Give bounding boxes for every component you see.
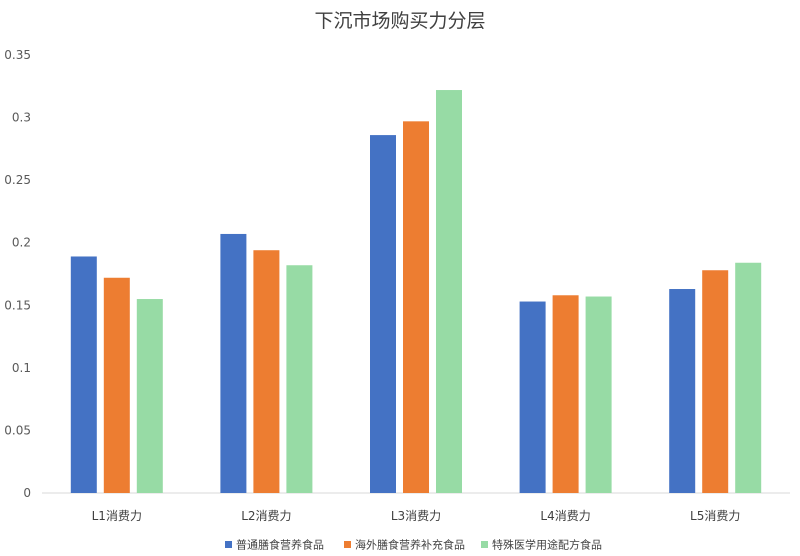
y-tick-label: 0.05	[4, 423, 31, 437]
bar	[585, 296, 612, 493]
x-category-label: L1消费力	[92, 509, 142, 523]
y-tick-label: 0.1	[12, 361, 31, 375]
y-tick-label: 0.35	[4, 48, 31, 62]
bar	[103, 277, 130, 493]
bar	[370, 135, 396, 493]
bar	[220, 233, 247, 493]
bar	[552, 295, 579, 493]
bar	[253, 250, 280, 493]
x-category-label: L4消费力	[540, 509, 590, 523]
legend-swatch	[481, 541, 488, 548]
bar	[669, 289, 696, 493]
x-category-label: L5消费力	[690, 509, 740, 523]
x-category-label: L3消费力	[391, 509, 441, 523]
bar	[70, 256, 97, 493]
x-category-label: L2消费力	[241, 509, 291, 523]
category-labels: L1消费力 L2消费力 L3消费力 L4消费力 L5消费力	[92, 509, 741, 523]
y-axis-ticks: 0 0.05 0.1 0.15 0.2 0.25 0.3 0.35	[4, 48, 31, 500]
bars	[70, 90, 762, 493]
y-tick-label: 0.25	[4, 173, 31, 187]
y-tick-label: 0	[23, 486, 31, 500]
bar	[735, 262, 762, 493]
legend-label: 普通膳食营养食品	[236, 538, 324, 552]
y-tick-label: 0.3	[12, 111, 31, 125]
legend-label: 海外膳食营养补充食品	[355, 538, 465, 552]
bar	[436, 90, 462, 493]
y-tick-label: 0.15	[4, 298, 31, 312]
chart-title: 下沉市场购买力分层	[314, 10, 486, 32]
bar	[702, 270, 729, 493]
legend: 普通膳食营养食品 海外膳食营养补充食品 特殊医学用途配方食品	[225, 538, 602, 552]
bar	[136, 299, 163, 493]
bar	[519, 301, 546, 493]
y-tick-label: 0.2	[12, 236, 31, 250]
legend-label: 特殊医学用途配方食品	[492, 538, 602, 552]
legend-swatch	[225, 541, 232, 548]
bar	[403, 121, 429, 493]
legend-swatch	[344, 541, 351, 548]
bar	[286, 265, 313, 493]
